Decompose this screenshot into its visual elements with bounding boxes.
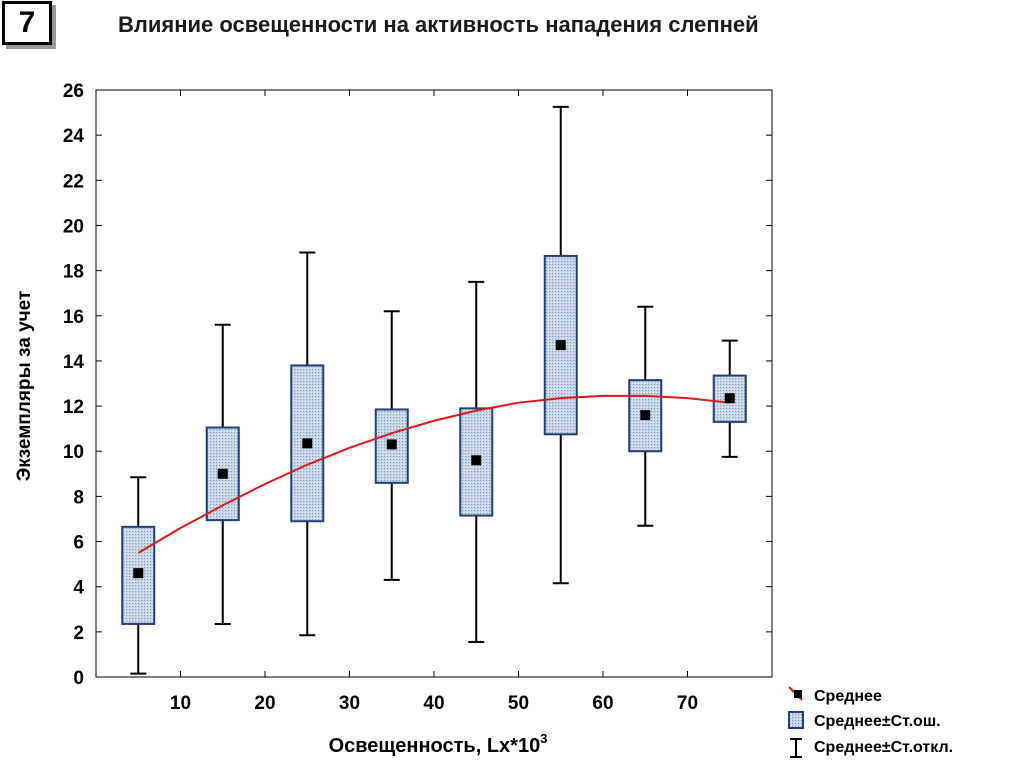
chart-title: Влияние освещенности на активность напад… <box>118 12 759 37</box>
x-tick-label: 20 <box>254 693 275 714</box>
se-box <box>374 408 409 484</box>
legend-item-mean: Среднее <box>788 686 882 705</box>
se-box <box>712 374 747 423</box>
legend-label-mean: Среднее <box>814 688 882 705</box>
y-tick-label: 6 <box>73 533 84 554</box>
mean-marker <box>555 340 566 351</box>
y-tick-label: 16 <box>63 307 84 328</box>
y-tick-label: 20 <box>63 216 84 237</box>
x-axis-label: Освещенность, Lx*103 <box>329 731 548 757</box>
mean-marker <box>724 393 735 404</box>
x-axis-label-text: Освещенность, Lx*10 <box>329 735 541 757</box>
y-tick-label: 26 <box>63 81 84 102</box>
y-tick-label: 24 <box>63 126 85 147</box>
legend: Среднее Среднее±Ст.ош. Среднее±Ст.откл. <box>788 686 953 758</box>
legend-item-se: Среднее±Ст.ош. <box>788 711 941 730</box>
y-tick-label: 0 <box>73 668 84 689</box>
plot-area <box>95 89 773 678</box>
x-axis: 10 20 30 40 50 60 70 <box>170 90 698 714</box>
legend-item-sd: Среднее±Ст.откл. <box>790 738 953 758</box>
trend-line <box>137 394 730 554</box>
x-tick-label: 60 <box>592 693 613 714</box>
x-tick-label: 50 <box>508 693 529 714</box>
x-tick-label: 10 <box>170 693 191 714</box>
mean-marker <box>133 568 144 579</box>
y-tick-label: 18 <box>63 262 84 283</box>
x-axis-label-exponent: 3 <box>540 731 547 746</box>
y-tick-label: 12 <box>63 397 84 418</box>
y-tick-label: 10 <box>63 442 84 463</box>
mean-markers <box>133 340 735 579</box>
trend-curve <box>137 394 730 554</box>
y-tick-label: 2 <box>73 623 84 644</box>
legend-label-se: Среднее±Ст.ош. <box>814 713 941 730</box>
y-tick-label: 14 <box>63 352 85 373</box>
x-tick-label: 30 <box>339 693 360 714</box>
x-tick-label: 40 <box>423 693 444 714</box>
mean-marker <box>640 410 651 421</box>
y-axis-label: Экземпляры за учет <box>14 291 35 482</box>
y-tick-label: 22 <box>63 171 84 192</box>
mean-marker <box>386 439 397 450</box>
mean-marker <box>471 455 482 466</box>
slide-number: 7 <box>2 1 52 45</box>
x-tick-label: 70 <box>677 693 698 714</box>
mean-marker <box>302 438 313 449</box>
y-tick-label: 8 <box>73 487 84 508</box>
y-tick-label: 4 <box>73 578 84 599</box>
mean-marker <box>217 468 228 479</box>
legend-label-sd: Среднее±Ст.откл. <box>814 739 953 756</box>
